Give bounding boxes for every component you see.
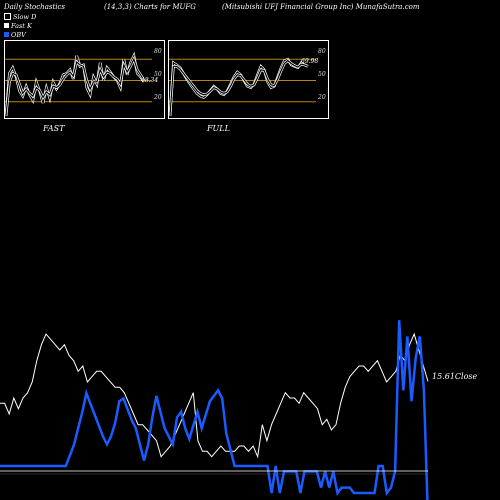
header-middle: (14,3,3) Charts for MUFG [104, 3, 196, 11]
full-level-80: 80 [318, 48, 326, 55]
full-series-outline-1 [169, 58, 309, 117]
obv-line [0, 320, 429, 500]
legend-label-slow-d: Slow D [13, 12, 37, 21]
close-price-line [0, 332, 429, 459]
close-price-label: 15.61Close [432, 372, 478, 381]
full-panel: 80 50 20 69.98 [168, 40, 329, 119]
header-right: (Mitsubishi UFJ Financial Group Inc) Mun… [222, 3, 420, 11]
fast-series-line-1 [5, 57, 145, 117]
fast-level-50: 50 [154, 71, 162, 78]
header-left: Daily Stochastics [4, 3, 66, 11]
fast-level-20: 20 [154, 94, 162, 101]
legend-item-obv: OBV [4, 30, 36, 39]
full-level-50: 50 [318, 71, 326, 78]
fast-panel: 80 50 20 48.34 [4, 40, 165, 119]
full-panel-label: FULL [207, 124, 230, 133]
legend-item-slow-d: Slow D [4, 12, 36, 21]
legend-swatch-obv [4, 32, 9, 37]
full-series-line-1 [169, 59, 309, 117]
legend: Slow D Fast K OBV [4, 12, 36, 39]
full-series-outline-0 [169, 57, 309, 117]
full-series-line-0 [169, 58, 309, 117]
full-value-label: 69.98 [301, 58, 319, 65]
legend-label-obv: OBV [11, 30, 26, 39]
full-level-20: 20 [318, 94, 326, 101]
legend-swatch-fast-k [4, 23, 9, 28]
fast-panel-label: FAST [43, 124, 65, 133]
fast-level-80: 80 [154, 48, 162, 55]
fast-value-label: 48.34 [141, 77, 159, 84]
legend-item-fast-k: Fast K [4, 21, 36, 30]
legend-label-fast-k: Fast K [11, 21, 32, 30]
full-chart [169, 57, 316, 117]
fast-chart [5, 51, 152, 117]
legend-swatch-slow-d [4, 13, 11, 20]
